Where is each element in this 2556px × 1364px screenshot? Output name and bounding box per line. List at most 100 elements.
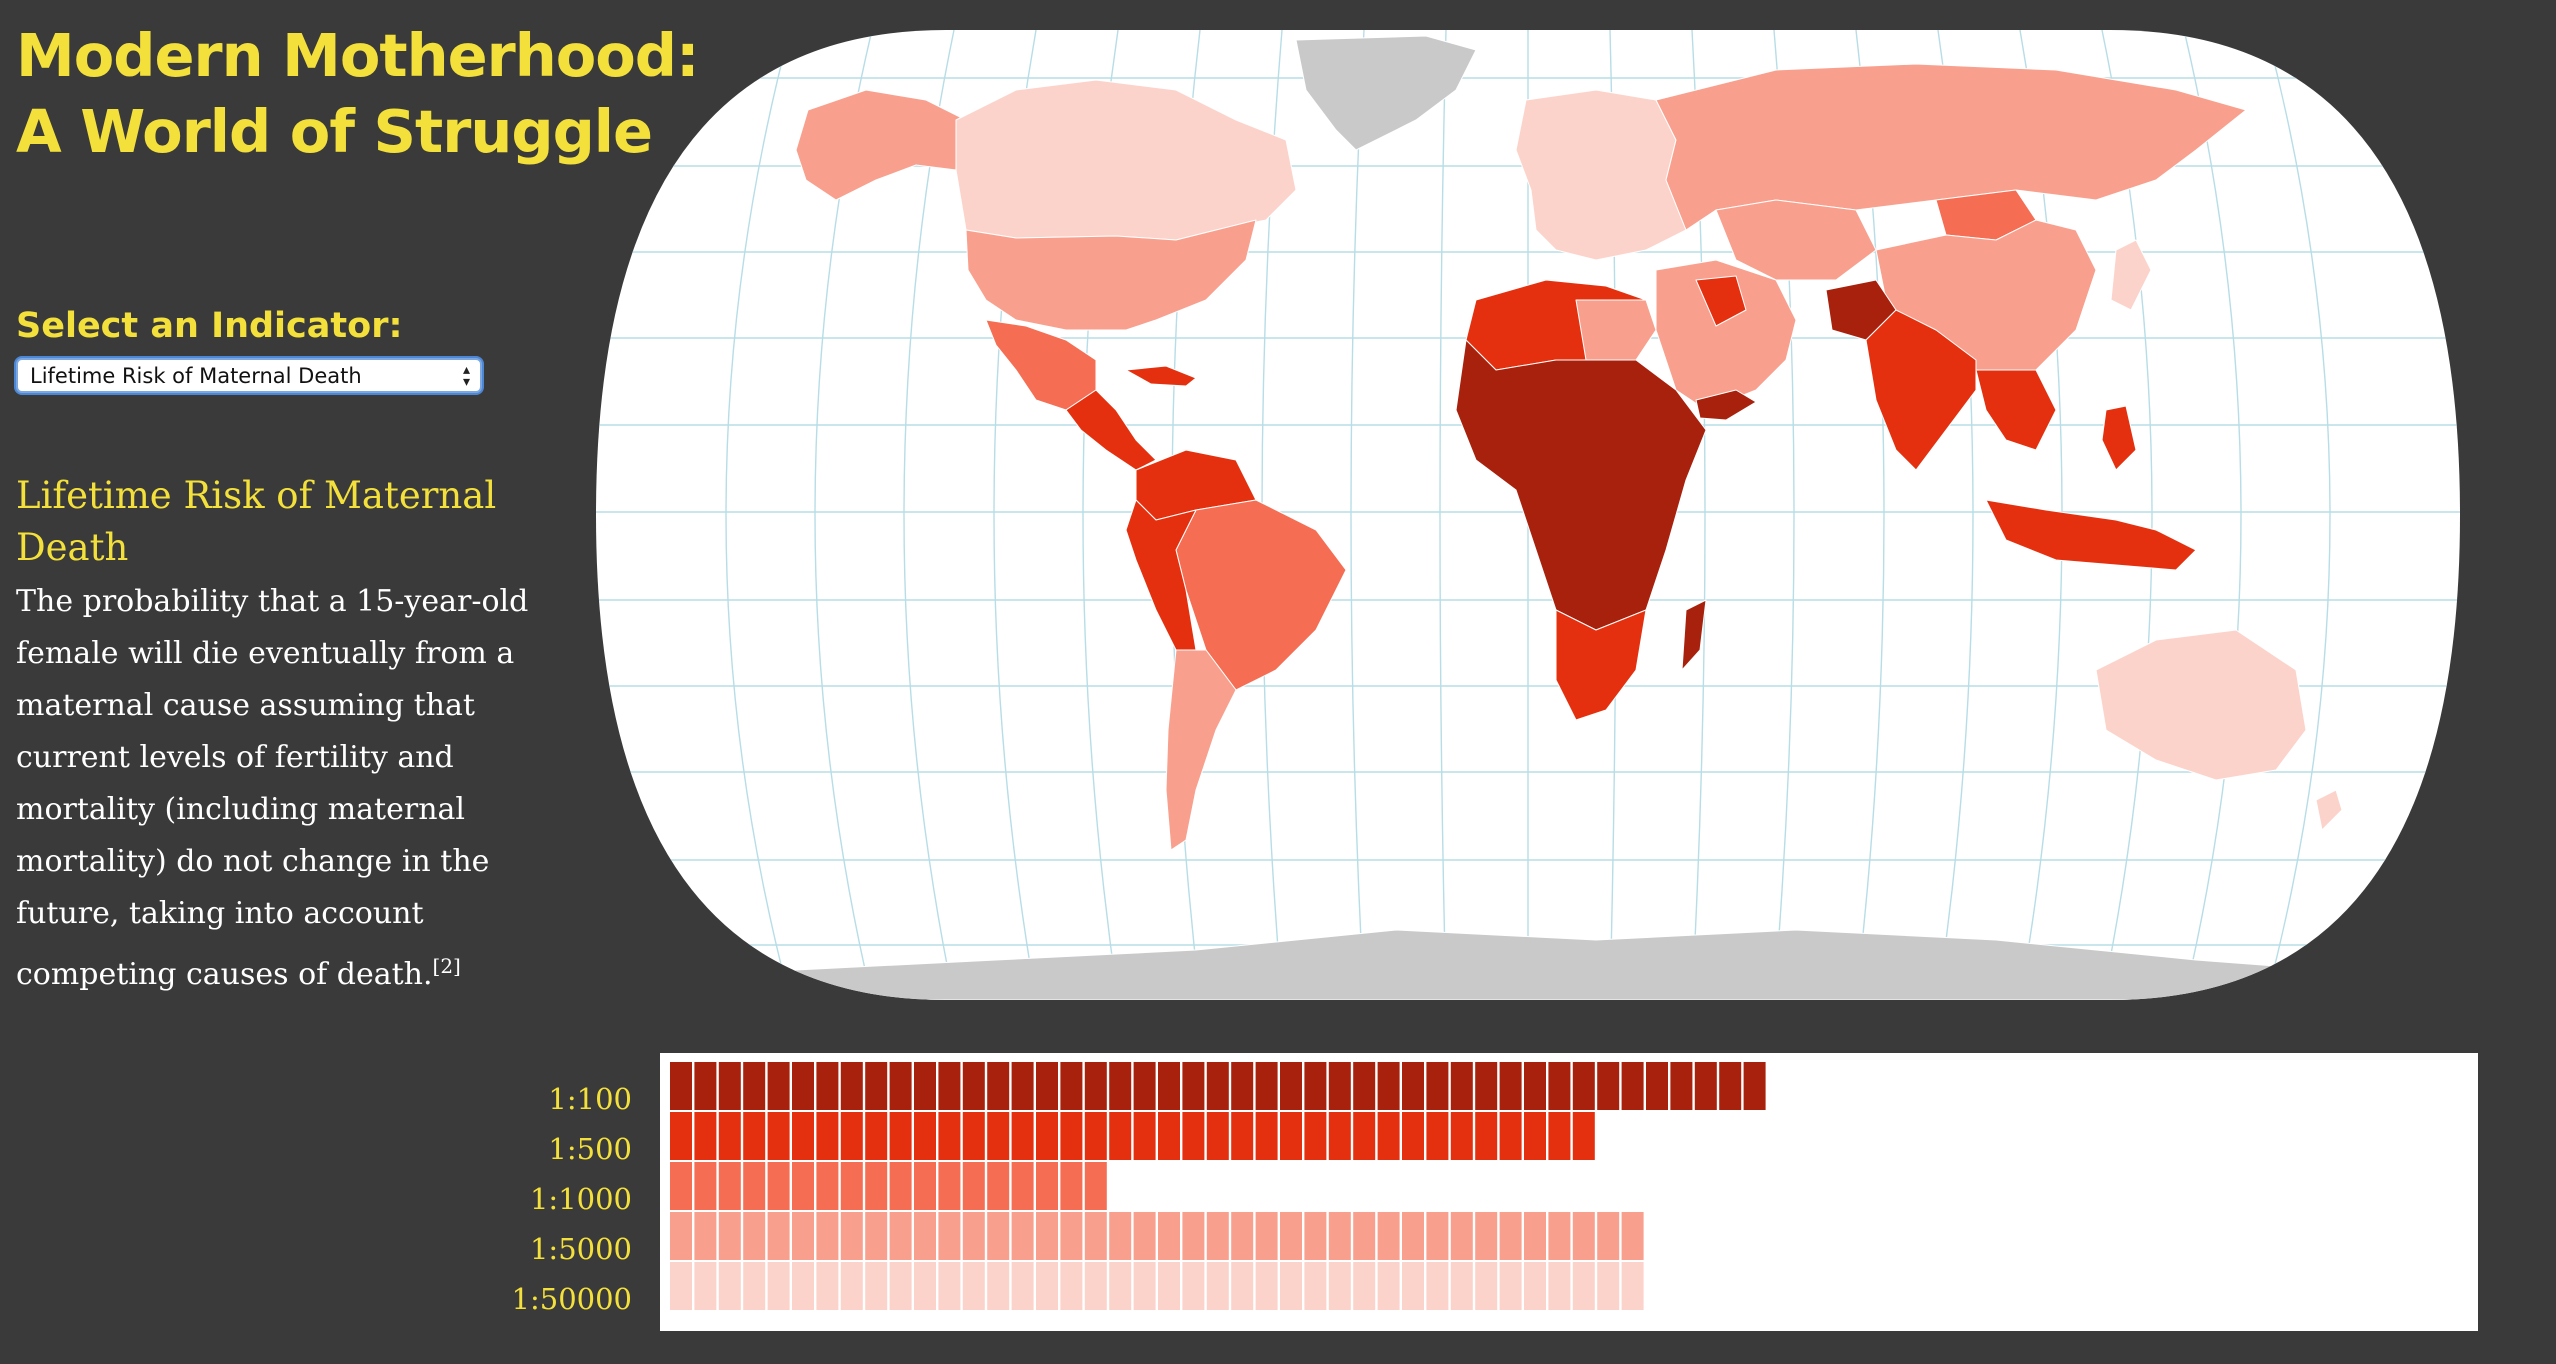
country-cell[interactable] bbox=[1499, 1212, 1522, 1260]
country-cell[interactable] bbox=[816, 1062, 839, 1110]
country-cell[interactable] bbox=[1011, 1212, 1034, 1260]
country-cell[interactable] bbox=[987, 1162, 1010, 1210]
country-cell[interactable] bbox=[1182, 1212, 1205, 1260]
country-cell[interactable] bbox=[767, 1212, 790, 1260]
country-cell[interactable] bbox=[1280, 1112, 1302, 1160]
country-cell[interactable] bbox=[718, 1262, 741, 1310]
country-cell[interactable] bbox=[670, 1262, 692, 1310]
country-cell[interactable] bbox=[1304, 1112, 1327, 1160]
country-cell[interactable] bbox=[1377, 1212, 1400, 1260]
country-cell[interactable] bbox=[1280, 1262, 1302, 1310]
country-cell[interactable] bbox=[1158, 1112, 1180, 1160]
country-cell[interactable] bbox=[1572, 1212, 1595, 1260]
country-cell[interactable] bbox=[1231, 1262, 1254, 1310]
country-cell[interactable] bbox=[1572, 1062, 1595, 1110]
country-cell[interactable] bbox=[889, 1062, 912, 1110]
country-cell[interactable] bbox=[962, 1212, 985, 1260]
country-cell[interactable] bbox=[1133, 1062, 1156, 1110]
country-cell[interactable] bbox=[1597, 1262, 1620, 1310]
country-cell[interactable] bbox=[1475, 1212, 1498, 1260]
country-cell[interactable] bbox=[767, 1162, 790, 1210]
country-cell[interactable] bbox=[816, 1262, 839, 1310]
country-cell[interactable] bbox=[962, 1062, 985, 1110]
country-cell[interactable] bbox=[1328, 1062, 1351, 1110]
country-cell[interactable] bbox=[743, 1062, 766, 1110]
country-cell[interactable] bbox=[889, 1112, 912, 1160]
country-cell[interactable] bbox=[1133, 1112, 1156, 1160]
country-cell[interactable] bbox=[987, 1212, 1010, 1260]
country-cell[interactable] bbox=[1621, 1062, 1644, 1110]
country-cell[interactable] bbox=[1402, 1112, 1424, 1160]
country-cell[interactable] bbox=[938, 1262, 961, 1310]
country-cell[interactable] bbox=[816, 1112, 839, 1160]
country-cell[interactable] bbox=[792, 1212, 814, 1260]
country-cell[interactable] bbox=[1402, 1212, 1424, 1260]
country-cell[interactable] bbox=[1133, 1212, 1156, 1260]
country-cell[interactable] bbox=[1328, 1212, 1351, 1260]
country-cell[interactable] bbox=[1475, 1062, 1498, 1110]
country-cell[interactable] bbox=[743, 1112, 766, 1160]
country-cell[interactable] bbox=[1231, 1212, 1254, 1260]
country-cell[interactable] bbox=[1450, 1262, 1473, 1310]
country-cell[interactable] bbox=[1524, 1112, 1546, 1160]
country-cell[interactable] bbox=[1670, 1062, 1693, 1110]
country-cell[interactable] bbox=[1402, 1062, 1424, 1110]
country-cell[interactable] bbox=[694, 1212, 717, 1260]
country-cell[interactable] bbox=[1743, 1062, 1766, 1110]
country-cell[interactable] bbox=[1158, 1062, 1180, 1110]
country-cell[interactable] bbox=[1377, 1262, 1400, 1310]
country-cell[interactable] bbox=[670, 1212, 692, 1260]
country-cell[interactable] bbox=[767, 1262, 790, 1310]
country-cell[interactable] bbox=[1572, 1112, 1595, 1160]
country-cell[interactable] bbox=[1426, 1262, 1449, 1310]
country-cell[interactable] bbox=[840, 1162, 863, 1210]
country-cell[interactable] bbox=[1621, 1262, 1644, 1310]
country-cell[interactable] bbox=[1377, 1062, 1400, 1110]
country-cell[interactable] bbox=[938, 1212, 961, 1260]
country-cell[interactable] bbox=[1206, 1112, 1229, 1160]
country-cell[interactable] bbox=[914, 1112, 936, 1160]
country-cell[interactable] bbox=[1499, 1062, 1522, 1110]
country-cell[interactable] bbox=[1694, 1062, 1717, 1110]
country-cell[interactable] bbox=[1231, 1112, 1254, 1160]
country-cell[interactable] bbox=[792, 1162, 814, 1210]
country-cell[interactable] bbox=[1036, 1112, 1058, 1160]
country-cell[interactable] bbox=[1450, 1112, 1473, 1160]
country-cell[interactable] bbox=[1524, 1262, 1546, 1310]
country-cell[interactable] bbox=[865, 1162, 888, 1210]
country-cell[interactable] bbox=[1353, 1212, 1376, 1260]
country-cell[interactable] bbox=[1548, 1112, 1571, 1160]
country-cell[interactable] bbox=[1499, 1112, 1522, 1160]
country-cell[interactable] bbox=[1084, 1212, 1107, 1260]
country-cell[interactable] bbox=[914, 1212, 936, 1260]
country-cell[interactable] bbox=[865, 1062, 888, 1110]
country-cell[interactable] bbox=[1109, 1212, 1132, 1260]
country-cell[interactable] bbox=[1719, 1062, 1742, 1110]
country-cell[interactable] bbox=[694, 1112, 717, 1160]
country-cell[interactable] bbox=[962, 1112, 985, 1160]
country-cell[interactable] bbox=[1353, 1112, 1376, 1160]
country-cell[interactable] bbox=[889, 1212, 912, 1260]
country-cell[interactable] bbox=[1109, 1112, 1132, 1160]
country-cell[interactable] bbox=[987, 1262, 1010, 1310]
country-cell[interactable] bbox=[1011, 1112, 1034, 1160]
footnote-link[interactable]: [2] bbox=[432, 954, 461, 978]
country-cell[interactable] bbox=[1646, 1062, 1668, 1110]
country-cell[interactable] bbox=[987, 1112, 1010, 1160]
country-cell[interactable] bbox=[1084, 1062, 1107, 1110]
country-cell[interactable] bbox=[962, 1262, 985, 1310]
country-cell[interactable] bbox=[1231, 1062, 1254, 1110]
country-cell[interactable] bbox=[1304, 1262, 1327, 1310]
country-cell[interactable] bbox=[914, 1062, 936, 1110]
country-cell[interactable] bbox=[1133, 1262, 1156, 1310]
country-cell[interactable] bbox=[1255, 1112, 1278, 1160]
country-cell[interactable] bbox=[767, 1062, 790, 1110]
country-cell[interactable] bbox=[792, 1262, 814, 1310]
country-cell[interactable] bbox=[1182, 1062, 1205, 1110]
country-cell[interactable] bbox=[889, 1162, 912, 1210]
country-cell[interactable] bbox=[1402, 1262, 1424, 1310]
country-cell[interactable] bbox=[1060, 1162, 1083, 1210]
country-cell[interactable] bbox=[1084, 1162, 1107, 1210]
country-cell[interactable] bbox=[1450, 1062, 1473, 1110]
country-cell[interactable] bbox=[1548, 1062, 1571, 1110]
